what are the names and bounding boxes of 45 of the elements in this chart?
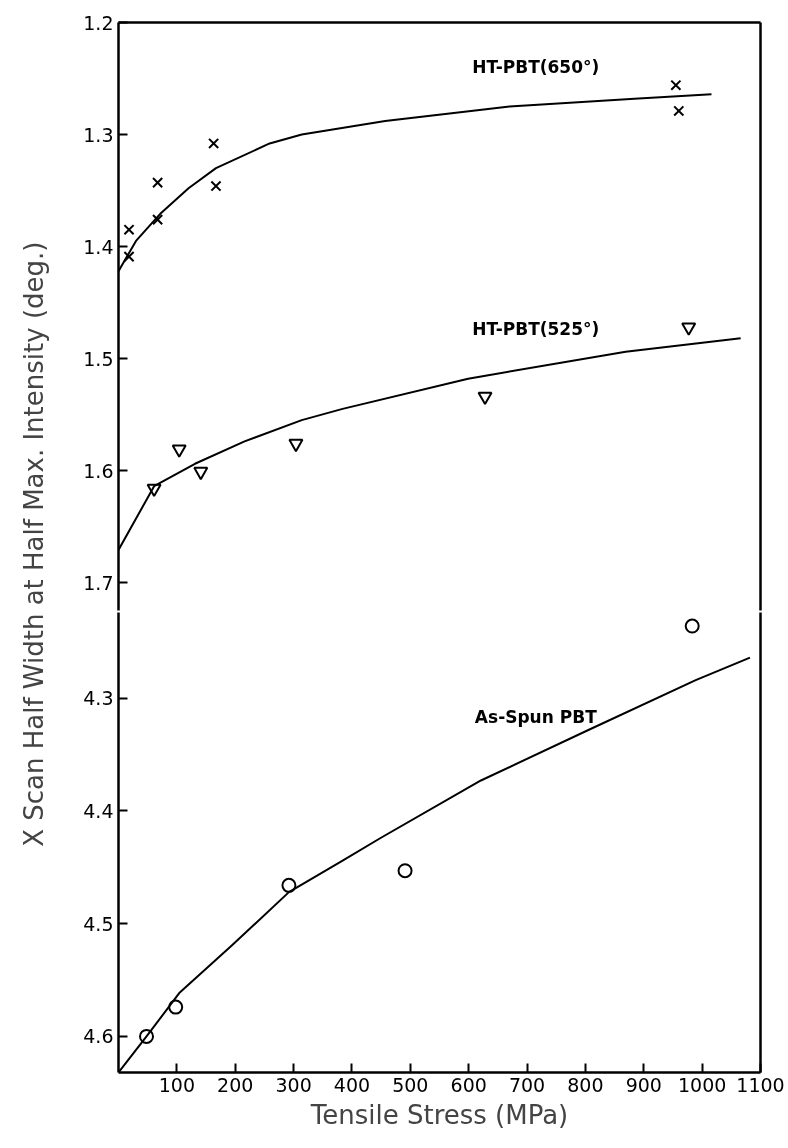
- y-tick-label: 4.5: [83, 912, 114, 935]
- x-tick-label: 700: [508, 1073, 546, 1096]
- x-tick-label: 1000: [677, 1073, 727, 1096]
- y-tick-label: 1.5: [83, 347, 114, 370]
- point: [681, 322, 697, 336]
- point: [397, 863, 413, 879]
- series-label: As-Spun PBT: [474, 706, 598, 727]
- point: [123, 224, 135, 236]
- point: [123, 250, 135, 263]
- point: [673, 105, 685, 117]
- y-tick-label: 4.4: [83, 799, 114, 822]
- x-tick-label: 300: [275, 1073, 312, 1096]
- y-tick-label: 1.6: [83, 459, 114, 482]
- point: [281, 877, 297, 893]
- point: [208, 137, 220, 150]
- point: [670, 79, 682, 91]
- point: [171, 444, 187, 458]
- x-tick-label: 400: [333, 1073, 371, 1096]
- point: [139, 1028, 155, 1044]
- series-label: HT-PBT(650°): [472, 56, 600, 77]
- point: [146, 483, 162, 497]
- x-tick-label: 200: [217, 1073, 254, 1096]
- x-tick-label: 800: [567, 1073, 604, 1096]
- point: [477, 391, 493, 406]
- series-label: HT-PBT(525°): [472, 319, 600, 340]
- x-tick-label: 100: [158, 1073, 195, 1096]
- y-tick-label: 1.7: [83, 571, 114, 594]
- x-tick-label: 500: [392, 1073, 429, 1096]
- point: [152, 214, 164, 226]
- point: [193, 466, 209, 481]
- y-axis-title: X Scan Half Width at Half Max. Intensity (deg.): [18, 241, 49, 847]
- point: [210, 180, 222, 192]
- x-tick-label: 1100: [736, 1073, 785, 1096]
- y-tick-label: 1.3: [83, 123, 114, 146]
- x-tick-label: 900: [625, 1073, 662, 1096]
- x-tick-label: 600: [450, 1073, 487, 1096]
- point: [288, 438, 304, 453]
- point: [152, 177, 164, 189]
- point: [684, 618, 700, 634]
- point: [168, 999, 184, 1015]
- y-tick-label: 1.4: [83, 235, 114, 258]
- x-axis-title: Tensile Stress (MPa): [309, 1099, 569, 1130]
- y-tick-label: 4.6: [83, 1025, 114, 1048]
- y-tick-label: 4.3: [83, 687, 114, 710]
- y-tick-label: 1.2: [83, 11, 114, 34]
